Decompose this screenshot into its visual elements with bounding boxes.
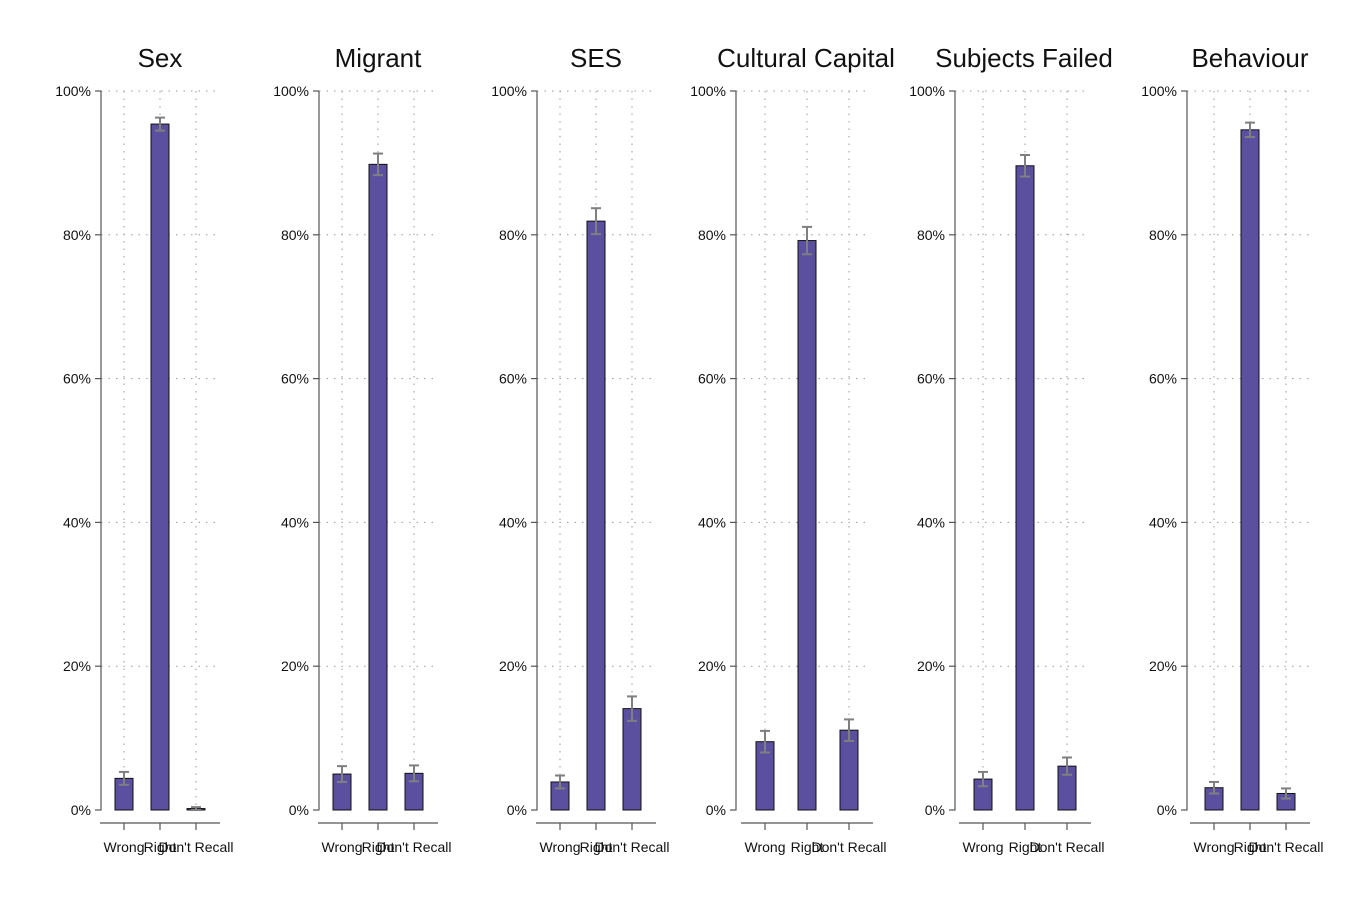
error-bar [373,152,383,177]
x-tick-label: Don't Recall [376,839,451,855]
x-tick-label: Don't Recall [1248,839,1323,855]
y-tick-label: 20% [499,658,527,674]
error-bar [1020,153,1030,178]
panel-title: Cultural Capital [717,43,895,73]
bar-1 [368,163,388,811]
y-tick-label: 20% [917,658,945,674]
panel-title: SES [570,43,622,73]
y-tick-label: 100% [690,83,726,99]
y-tick-label: 80% [281,227,309,243]
x-tick-label: Wrong [1194,839,1235,855]
x-tick-label: Right [1009,839,1042,855]
y-tick-label: 60% [698,371,726,387]
y-tick-label: 20% [1149,658,1177,674]
x-tick-label: Don't Recall [594,839,669,855]
bar-1 [150,123,170,811]
y-tick-label: 100% [909,83,945,99]
y-tick-label: 0% [289,802,309,818]
x-tick-label: Wrong [963,839,1004,855]
panel-1: Migrant 0% 20% 40% 60% 80% 100% Wrong RightDon't… [273,43,451,855]
y-tick-label: 40% [63,514,91,530]
panel-title: Subjects Failed [935,43,1113,73]
error-bar [760,729,770,754]
y-tick-label: 40% [917,514,945,530]
x-tick-label: Right [1234,839,1267,855]
y-tick-label: 100% [1141,83,1177,99]
bar-1 [586,220,606,811]
error-bar [978,770,988,788]
y-tick-label: 0% [706,802,726,818]
y-tick-label: 60% [1149,371,1177,387]
x-tick-label: Wrong [322,839,363,855]
error-bar [155,116,165,132]
y-tick-label: 40% [281,514,309,530]
y-tick-label: 100% [273,83,309,99]
x-tick-label: Right [144,839,177,855]
y-tick-label: 100% [55,83,91,99]
y-tick-label: 0% [507,802,527,818]
panel-5: Behaviour 0% 20% 40% 60% 80% 100% Wrong RightDon… [1141,43,1323,855]
y-tick-label: 0% [71,802,91,818]
y-tick-label: 80% [499,227,527,243]
y-tick-label: 60% [917,371,945,387]
panel-title: Migrant [335,43,422,73]
panel-title: Behaviour [1191,43,1308,73]
error-bar [627,695,637,722]
error-bar [591,207,601,236]
error-bar [337,765,347,783]
bar-1 [797,240,817,811]
x-tick-label: Right [580,839,613,855]
grid [537,90,654,810]
y-tick-label: 0% [1157,802,1177,818]
error-bar [802,225,812,256]
error-bar [1062,756,1072,776]
grid [319,90,436,810]
x-tick-label: Don't Recall [811,839,886,855]
y-tick-label: 100% [491,83,527,99]
y-tick-label: 40% [1149,514,1177,530]
y-tick-label: 80% [917,227,945,243]
bar-1 [1015,165,1035,811]
y-tick-label: 60% [63,371,91,387]
bar-2 [839,729,859,811]
panel-3: Cultural Capital 0% 20% 40% 60% 80% 100% Wrong R… [690,43,895,855]
error-bar [409,764,419,783]
y-tick-label: 80% [698,227,726,243]
y-tick-label: 80% [1149,227,1177,243]
x-tick-label: Right [791,839,824,855]
y-tick-label: 60% [499,371,527,387]
y-tick-label: 0% [925,802,945,818]
y-tick-label: 20% [281,658,309,674]
x-tick-label: Wrong [745,839,786,855]
y-tick-label: 40% [499,514,527,530]
error-bar [844,718,854,742]
error-bar [1245,121,1255,139]
error-bar [1209,780,1219,795]
x-tick-label: Don't Recall [1029,839,1104,855]
x-tick-label: Wrong [104,839,145,855]
y-tick-label: 60% [281,371,309,387]
y-tick-label: 80% [63,227,91,243]
error-bar [555,774,565,790]
panel-title: Sex [138,43,183,73]
error-bar [119,770,129,786]
bar-1 [1240,129,1260,811]
grid [101,90,218,810]
x-tick-label: Right [362,839,395,855]
panel-4: Subjects Failed 0% 20% 40% 60% 80% 100% Wrong Ri… [909,43,1113,855]
error-bar [191,806,201,811]
bar-2 [622,708,642,811]
y-tick-label: 40% [698,514,726,530]
x-tick-label: Don't Recall [158,839,233,855]
x-tick-label: Wrong [540,839,581,855]
y-tick-label: 20% [698,658,726,674]
error-bar [1281,787,1291,800]
y-tick-label: 20% [63,658,91,674]
